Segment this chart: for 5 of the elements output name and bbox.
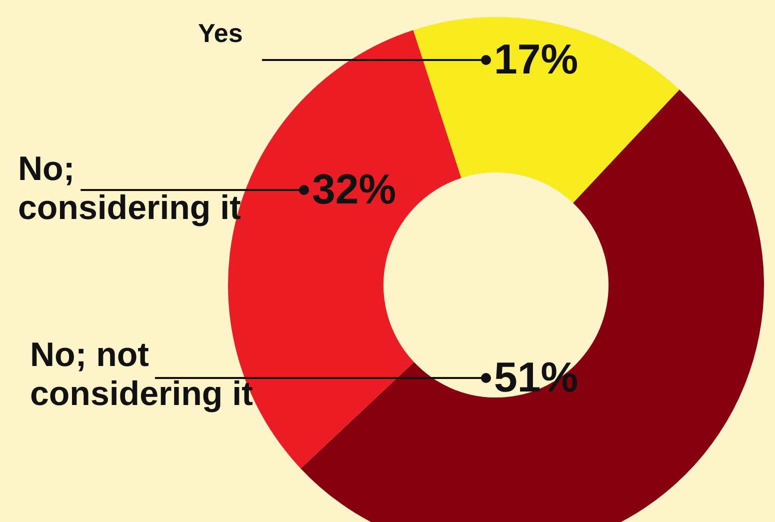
data-label: 17% xyxy=(494,36,578,83)
data-label: 32% xyxy=(312,166,396,213)
slice-label: Yes xyxy=(198,18,243,48)
slice-label: No; not considering it xyxy=(30,336,253,414)
slice-label: No; considering it xyxy=(18,150,241,228)
